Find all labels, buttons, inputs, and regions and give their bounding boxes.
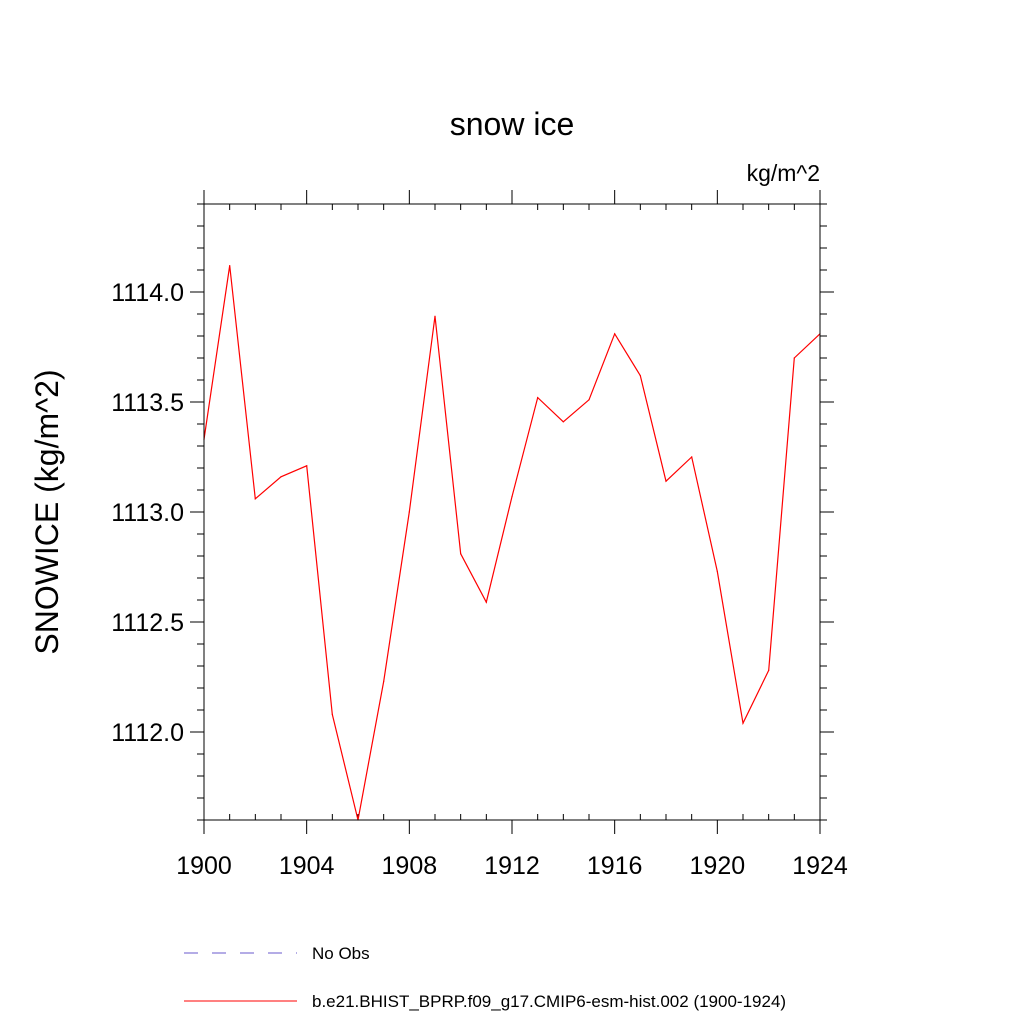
x-tick-label: 1924 bbox=[792, 852, 848, 880]
data-point bbox=[254, 498, 256, 500]
data-point bbox=[434, 315, 436, 317]
x-tick-label: 1916 bbox=[587, 852, 643, 880]
y-axis-label: SNOWICE (kg/m^2) bbox=[29, 369, 65, 654]
x-tick-label: 1908 bbox=[382, 852, 438, 880]
y-tick-label: 1112.5 bbox=[111, 609, 184, 637]
data-point bbox=[408, 511, 410, 513]
data-point bbox=[511, 496, 513, 498]
x-tick-label: 1900 bbox=[176, 852, 232, 880]
y-tick-label: 1114.0 bbox=[111, 279, 184, 307]
legend-label: b.e21.BHIST_BPRP.f09_g17.CMIP6-esm-hist.… bbox=[312, 992, 786, 1011]
data-point bbox=[793, 357, 795, 359]
data-point bbox=[716, 570, 718, 573]
x-tick-label: 1912 bbox=[484, 852, 540, 880]
data-point bbox=[485, 601, 487, 603]
y-tick-label: 1113.5 bbox=[111, 389, 184, 417]
y-tick-label: 1113.0 bbox=[111, 499, 184, 527]
data-point bbox=[331, 713, 333, 716]
data-point bbox=[229, 265, 231, 267]
data-point bbox=[562, 421, 564, 423]
series-layer bbox=[203, 265, 821, 821]
data-point bbox=[768, 669, 770, 672]
legend-label: No Obs bbox=[312, 944, 370, 963]
data-point bbox=[306, 465, 308, 467]
units-label: kg/m^2 bbox=[747, 160, 820, 186]
y-tick-label: 1112.0 bbox=[111, 719, 184, 747]
data-point bbox=[588, 399, 590, 401]
data-point bbox=[460, 553, 462, 555]
chart-title: snow ice bbox=[450, 106, 575, 142]
data-point bbox=[537, 397, 539, 399]
data-point bbox=[639, 375, 641, 377]
x-tick-label: 1904 bbox=[279, 852, 335, 880]
series-line bbox=[203, 265, 821, 821]
data-point bbox=[383, 680, 385, 683]
plot-frame bbox=[203, 203, 821, 821]
data-point bbox=[614, 333, 616, 335]
data-point bbox=[665, 480, 667, 482]
data-point bbox=[691, 456, 693, 458]
data-point bbox=[280, 476, 282, 478]
tick-marks bbox=[190, 190, 834, 834]
data-point bbox=[742, 722, 744, 724]
tick-labels: 1900 1904 1908 1912 1916 1920 1924 1112.0 1112.5… bbox=[111, 279, 848, 880]
legend: No Obs b.e21.BHIST_BPRP.f09_g17.CMIP6-esm… bbox=[184, 944, 786, 1011]
x-tick-label: 1920 bbox=[690, 852, 746, 880]
